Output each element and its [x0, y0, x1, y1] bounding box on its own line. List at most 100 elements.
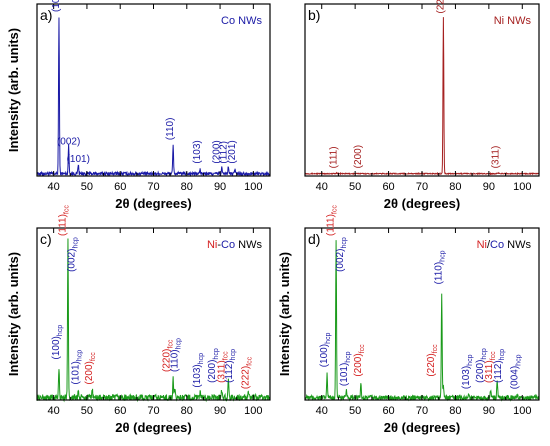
legend-part: Co: [221, 239, 235, 251]
peak-label: (002)hcp: [67, 237, 80, 272]
peak-label: (101)hcp: [70, 350, 83, 385]
legend-text: Ni-Co NWs: [207, 239, 263, 251]
peak-phase: hcp: [73, 237, 80, 248]
peak-index: (200): [211, 140, 222, 163]
x-tick-label: 50: [81, 405, 93, 417]
peak-label: (311)fcc: [484, 351, 497, 383]
peak-index: (103): [461, 366, 472, 389]
x-tick-label: 80: [449, 405, 461, 417]
peak-index: (220): [426, 353, 437, 376]
peak-label: (004)hcp: [509, 354, 522, 389]
panel-label: d): [308, 231, 320, 247]
x-tick-label: 40: [316, 181, 328, 193]
x-tick-label: 60: [114, 181, 126, 193]
x-tick-label: 90: [214, 405, 226, 417]
legend-part: Ni NWs: [494, 15, 532, 27]
x-tick-label: 40: [48, 405, 60, 417]
peak-phase: hcp: [76, 350, 83, 361]
peak-index: (110): [165, 118, 176, 141]
x-tick-label: 90: [483, 181, 495, 193]
peak-index: (200): [475, 360, 486, 383]
x-tick-label: 50: [81, 181, 93, 193]
x-tick-label: 90: [483, 405, 495, 417]
peak-label: (111): [329, 146, 340, 168]
peak-label: (100): [51, 0, 62, 12]
peak-index: (100): [51, 336, 62, 359]
peak-phase: fcc: [222, 351, 229, 360]
peak-index: (100): [51, 0, 62, 12]
panel-b: 40 50 60 70 80 90 100 2θ (degrees) b) Ni NWs (220)…: [304, 0, 540, 211]
peak-index: (222): [240, 366, 251, 389]
peak-phase: fcc: [246, 356, 253, 365]
peak-label: (200)hcp: [475, 348, 488, 383]
peak-label: (111)fcc: [326, 205, 339, 236]
peak-label: (103)hcp: [192, 353, 205, 388]
peak-phase: hcp: [481, 348, 488, 359]
y-axis-title: Intensity (arb. units): [6, 28, 21, 152]
x-tick-label: 80: [181, 181, 193, 193]
peak-label: (311): [491, 146, 502, 169]
panel-label: a): [40, 7, 52, 23]
peak-phase: hcp: [345, 351, 352, 362]
peak-phase: hcp: [57, 325, 64, 336]
panel-a: 40 50 60 70 80 90 100 2θ (degrees) Intensity (ar…: [6, 0, 271, 211]
x-tick-label: 100: [244, 181, 262, 193]
peak-label: (002): [57, 137, 80, 148]
peak-label: (110)hcp: [434, 250, 447, 284]
x-tick-label: 90: [214, 181, 226, 193]
peak-label: (112): [219, 141, 230, 164]
peak-phase: fcc: [167, 339, 174, 348]
peak-label: (103)hcp: [461, 354, 474, 389]
legend-part: NWs: [504, 239, 531, 251]
peak-index: (112): [224, 360, 235, 383]
y-axis-title: Intensity (arb. units): [277, 252, 292, 376]
peak-index: (201): [227, 140, 238, 163]
peak-index: (200): [353, 353, 364, 376]
x-tick-label: 70: [416, 181, 428, 193]
peak-index: (103): [192, 140, 203, 163]
x-tick-label: 100: [513, 405, 531, 417]
peak-index: (200): [353, 145, 364, 168]
panel-label: c): [40, 231, 52, 247]
x-tick-label: 60: [382, 181, 394, 193]
peak-label: (112)hcp: [493, 349, 506, 383]
legend-part: Ni: [477, 239, 487, 251]
peak-label: (110): [165, 118, 176, 141]
x-axis-title: 2θ (degrees): [115, 196, 191, 211]
peak-label: (222)fcc: [240, 356, 253, 389]
peak-phase: fcc: [332, 205, 339, 214]
peak-label: (200)fcc: [84, 352, 97, 385]
legend-text: Co NWs: [221, 15, 262, 27]
peak-index: (100): [319, 344, 330, 367]
peak-label: (103): [192, 140, 203, 163]
peak-index: (103): [192, 364, 203, 387]
peak-phase: hcp: [341, 237, 348, 248]
peak-label: (220)fcc: [161, 339, 174, 372]
x-tick-label: 40: [48, 181, 60, 193]
peak-index: (200): [84, 361, 95, 384]
peak-phase: hcp: [515, 354, 522, 365]
peak-index: (002): [67, 249, 78, 272]
x-tick-label: 70: [147, 405, 159, 417]
peak-phase: fcc: [64, 205, 71, 214]
peak-index: (110): [434, 262, 445, 285]
peak-index: (110): [169, 349, 180, 372]
peak-label: (110)hcp: [169, 338, 182, 372]
peak-index: (111): [58, 214, 69, 236]
peak-label: (100)hcp: [51, 325, 64, 360]
peak-phase: fcc: [432, 344, 439, 353]
legend-text: Ni NWs: [494, 15, 532, 27]
panel-c: 40 50 60 70 80 90 100 2θ (degrees) Intensity (ar…: [6, 205, 271, 435]
x-tick-label: 70: [416, 405, 428, 417]
peak-phase: hcp: [440, 250, 447, 261]
panel-label: b): [308, 7, 320, 23]
peak-label: (200): [211, 140, 222, 163]
peak-label: (002)hcp: [335, 237, 348, 272]
peak-index: (200): [207, 360, 218, 383]
x-axis-title: 2θ (degrees): [115, 420, 191, 435]
y-axis-title: Intensity (arb. units): [6, 252, 21, 376]
x-tick-label: 80: [449, 181, 461, 193]
peak-phase: fcc: [490, 351, 497, 360]
xrd-curve: [304, 17, 540, 176]
peak-phase: hcp: [325, 333, 332, 344]
